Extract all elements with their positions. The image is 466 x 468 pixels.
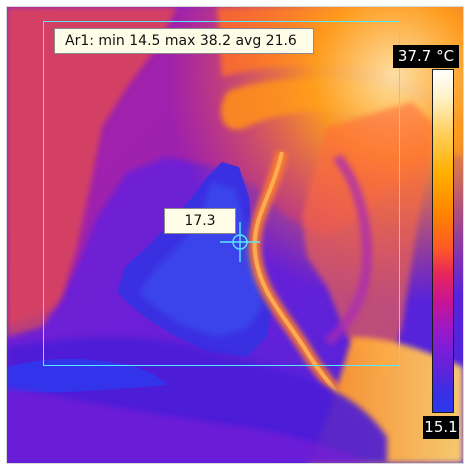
- temperature-color-scale: [432, 69, 454, 413]
- spot-temperature-label: 17.3: [164, 208, 236, 234]
- scale-min-label: 15.1: [423, 416, 459, 439]
- thermal-viewer: Ar1: min 14.5 max 38.2 avg 21.6 17.3 37.…: [6, 6, 464, 464]
- roi-stats-label: Ar1: min 14.5 max 38.2 avg 21.6: [54, 28, 314, 54]
- scale-max-label: 37.7 °C: [393, 45, 459, 68]
- roi-rectangle[interactable]: [43, 21, 400, 366]
- spot-crosshair-icon[interactable]: [218, 220, 262, 264]
